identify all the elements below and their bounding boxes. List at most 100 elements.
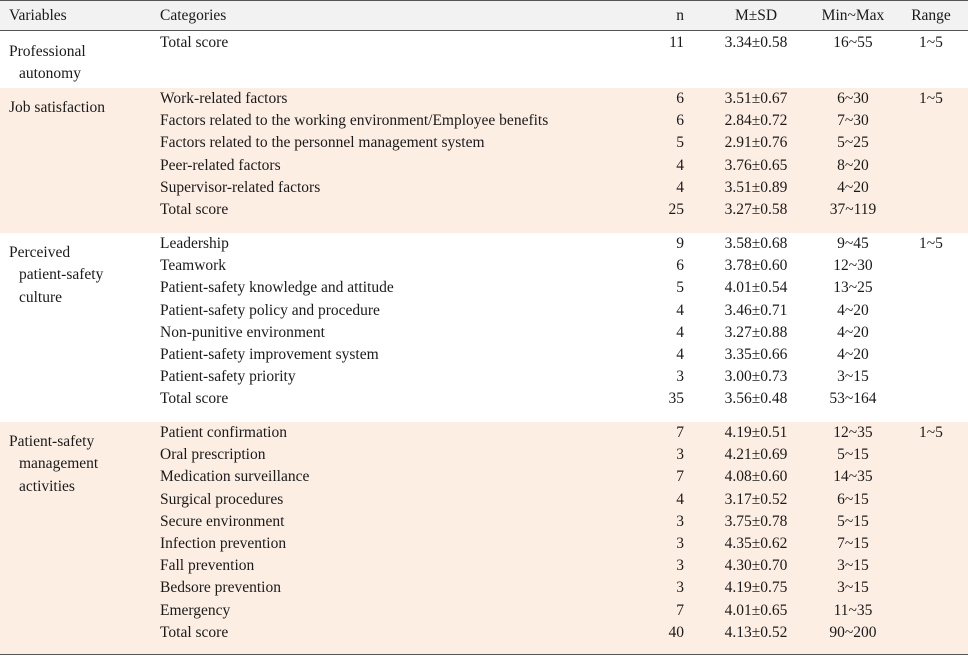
table-row: Patient-safety improvement system 4 3.35±0… [0, 344, 968, 366]
n-cell: 6 [676, 112, 684, 130]
n-cell: 7 [676, 601, 684, 619]
category-cell: Surgical procedures [160, 490, 284, 508]
variable-name: Patient-safety management activities [9, 431, 98, 498]
mean-sd-cell: 3.46±0.71 [724, 301, 788, 319]
min-max-cell: 9~45 [837, 235, 869, 252]
category-cell: Patient-safety policy and procedure [160, 301, 380, 319]
table-row: Patient-safety priority 3 3.00±0.73 3~15 [0, 366, 968, 388]
table-row: Total score 40 4.13±0.52 90~200 [0, 622, 968, 644]
min-max-cell: 6~15 [837, 490, 869, 508]
variable-name-line: Job satisfaction [9, 99, 105, 116]
header-msd: M±SD [734, 7, 778, 24]
mean-sd-cell: 4.19±0.51 [724, 424, 788, 441]
table-row: Factors related to the working environme… [0, 110, 968, 132]
mean-sd-cell: 3.51±0.89 [724, 178, 788, 196]
table-row: Non-punitive environment 4 3.27±0.88 4~20 [0, 322, 968, 344]
n-cell: 3 [676, 368, 684, 386]
min-max-cell: 7~30 [837, 112, 869, 130]
mean-sd-cell: 3.76±0.65 [724, 156, 788, 174]
variable-name-line: patient-safety [19, 266, 104, 284]
mean-sd-cell: 3.27±0.58 [724, 201, 788, 218]
min-max-cell: 5~15 [837, 446, 869, 464]
category-cell: Patient-safety improvement system [160, 346, 379, 363]
n-cell: 35 [668, 390, 685, 408]
n-cell: 6 [676, 90, 684, 107]
min-max-cell: 13~25 [833, 279, 873, 297]
mean-sd-cell: 3.17±0.52 [724, 490, 788, 508]
category-cell: Total score [160, 201, 229, 218]
min-max-cell: 6~30 [837, 90, 869, 107]
n-cell: 25 [668, 201, 685, 218]
variable-name-line: management [19, 455, 99, 473]
mean-sd-cell: 4.30±0.70 [724, 557, 788, 575]
category-cell: Non-punitive environment [160, 323, 325, 341]
min-max-cell: 4~20 [837, 301, 869, 319]
mean-sd-cell: 4.01±0.54 [724, 279, 788, 297]
variable-name-line: Patient-safety [9, 433, 95, 450]
mean-sd-cell: 4.08±0.60 [724, 468, 788, 486]
min-max-cell: 3~15 [837, 557, 869, 575]
min-max-cell: 4~20 [837, 323, 869, 341]
range-cell: 1~5 [919, 90, 943, 107]
header-categories: Categories [160, 7, 227, 24]
n-cell: 4 [676, 156, 684, 174]
n-cell: 3 [676, 512, 684, 530]
min-max-cell: 5~15 [837, 512, 869, 530]
category-cell: Peer-related factors [160, 156, 281, 174]
mean-sd-cell: 3.27±0.88 [724, 323, 788, 341]
table-row: Oral prescription 3 4.21±0.69 5~15 [0, 444, 968, 466]
category-cell: Oral prescription [160, 446, 266, 464]
n-cell: 3 [676, 557, 684, 575]
n-cell: 4 [676, 346, 684, 363]
variable-name-line: Professional [9, 43, 86, 60]
table-row: Total score 11 3.34±0.58 16~55 1~5 [0, 32, 968, 54]
range-cell: 1~5 [919, 424, 943, 441]
table-row: Total score 25 3.27±0.58 37~119 [0, 199, 968, 221]
category-cell: Patient-safety knowledge and attitude [160, 279, 394, 297]
category-cell: Emergency [160, 601, 231, 619]
table-row: Patient-safety knowledge and attitude 5 4.… [0, 277, 968, 299]
table-row: Medication surveillance 7 4.08±0.60 14~35 [0, 466, 968, 488]
n-cell: 4 [676, 323, 684, 341]
variable-name-line: activities [19, 477, 75, 495]
variable-name-line: Perceived [9, 244, 71, 261]
n-cell: 5 [676, 279, 684, 297]
n-cell: 7 [676, 424, 684, 441]
min-max-cell: 11~35 [833, 601, 873, 619]
n-cell: 11 [669, 34, 684, 51]
mean-sd-cell: 3.34±0.58 [724, 34, 788, 51]
min-max-cell: 37~119 [829, 201, 877, 218]
range-cell: 1~5 [919, 34, 943, 51]
bottom-rule [0, 654, 968, 655]
n-cell: 40 [668, 623, 685, 641]
n-cell: 5 [676, 134, 684, 152]
min-max-cell: 12~35 [833, 424, 873, 441]
table-row: Bedsore prevention 3 4.19±0.75 3~15 [0, 577, 968, 599]
category-cell: Supervisor-related factors [160, 178, 321, 196]
variable-group: Perceived patient-safety culture [0, 233, 968, 422]
n-cell: 9 [676, 235, 684, 252]
table-row: Patient confirmation 7 4.19±0.51 12~35 1~5 [0, 422, 968, 444]
category-cell: Medication surveillance [160, 468, 310, 486]
variable-group: Job satisfaction [0, 88, 968, 233]
table-row: Factors related to the personnel managem… [0, 132, 968, 154]
variable-name-line: culture [19, 288, 63, 306]
min-max-cell: 3~15 [837, 579, 869, 597]
min-max-cell: 16~55 [833, 34, 873, 51]
table-row: Emergency 7 4.01±0.65 11~35 [0, 600, 968, 622]
table-row: Secure environment 3 3.75±0.78 5~15 [0, 511, 968, 533]
mean-sd-cell: 4.35±0.62 [724, 535, 788, 552]
table-row: Patient-safety policy and procedure 4 3.46… [0, 300, 968, 322]
n-cell: 4 [676, 490, 684, 508]
mean-sd-cell: 3.35±0.66 [724, 346, 788, 363]
category-cell: Infection prevention [160, 535, 287, 552]
category-cell: Teamwork [160, 257, 227, 275]
table-row: Infection prevention 3 4.35±0.62 7~15 [0, 533, 968, 555]
min-max-cell: 14~35 [833, 468, 873, 486]
mean-sd-cell: 3.78±0.60 [724, 257, 788, 275]
min-max-cell: 4~20 [837, 346, 869, 363]
table-row: Total score 35 3.56±0.48 53~164 [0, 388, 968, 410]
header-range: Range [911, 7, 951, 24]
variable-name: Perceived patient-safety culture [9, 242, 103, 309]
